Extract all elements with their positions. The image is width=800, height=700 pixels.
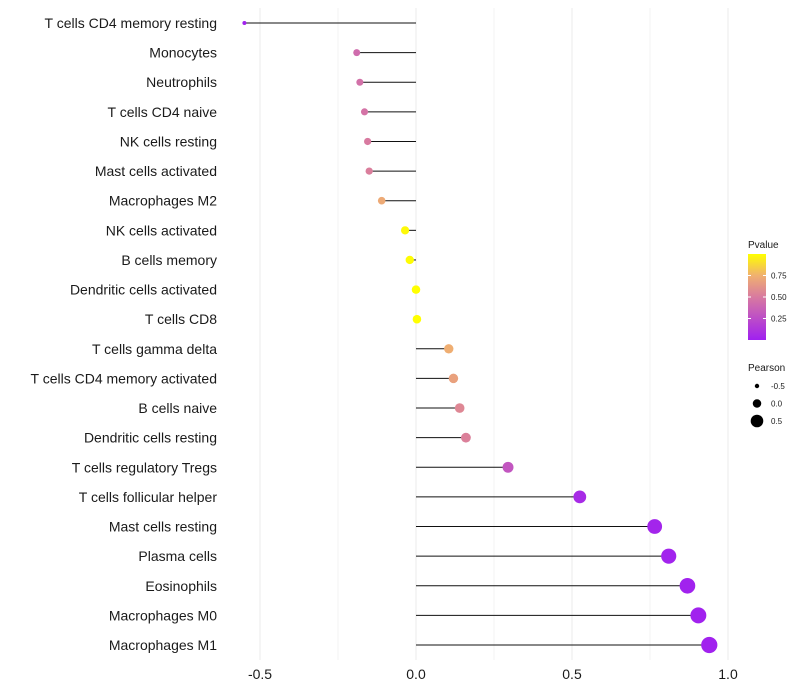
lollipop-dot [400,226,410,235]
lollipop-dot [444,344,454,354]
category-label: Macrophages M0 [109,607,217,623]
x-tick-label: 1.0 [718,666,738,682]
pearson-legend-dot [754,383,760,389]
pvalue-tick-label: 0.50 [771,293,787,302]
lollipop-dot [360,108,369,116]
category-label: NK cells activated [106,222,217,238]
pearson-legend-label: 0.5 [771,417,783,426]
category-label: Monocytes [149,45,217,61]
category-labels: T cells CD4 memory resting Monocytes Neutr… [31,15,218,653]
lollipop-dot [690,607,707,624]
category-label: NK cells resting [120,133,217,149]
pearson-legend-label: -0.5 [771,382,785,391]
category-label: Mast cells activated [95,163,217,179]
lollipop-dot [647,519,663,534]
lollipop-dot [448,373,459,384]
category-label: Plasma cells [138,548,217,564]
lollipop-dot [661,548,677,564]
lollipop-dot [411,285,421,294]
lollipop-dot [364,137,372,146]
x-tick-label: 0.5 [562,666,582,682]
pearson-legend-label: 0.0 [771,400,783,409]
lollipop-dot [701,636,718,654]
category-label: T cells CD4 memory activated [31,370,217,386]
category-label: T cells CD4 memory resting [45,15,217,31]
pvalue-tick-label: 0.75 [771,272,787,281]
category-label: Dendritic cells activated [70,282,217,298]
pearson-legend: Pearson -0.5 0.0 0.5 [748,363,785,428]
category-label: T cells gamma delta [92,341,217,357]
lollipop-dot [353,49,361,57]
lollipop-dot [502,461,514,473]
grid-lines [259,8,729,660]
category-label: B cells memory [121,252,217,268]
category-label: Macrophages M2 [109,193,217,209]
lollipop-dot [573,490,587,504]
lollipop-dot [461,432,471,443]
category-label: Mast cells resting [109,519,217,535]
category-label: T cells follicular helper [79,489,218,505]
pearson-legend-title: Pearson [748,363,785,374]
x-axis-ticks: -0.5 0.0 0.5 1.0 [248,666,738,682]
pearson-legend-dot [750,414,764,428]
pvalue-tick-label: 0.25 [771,315,787,324]
lollipop-stems [244,22,710,646]
category-label: T cells CD4 naive [108,104,218,120]
x-tick-label: 0.0 [406,666,426,682]
category-label: T cells CD8 [145,311,217,327]
lollipop-dot [242,21,247,25]
lollipop-dots [242,21,718,654]
category-label: Eosinophils [145,578,217,594]
lollipop-dot [679,577,696,594]
x-tick-label: -0.5 [248,666,272,682]
pvalue-colorbar [748,254,766,340]
pearson-legend-dot [752,399,762,408]
lollipop-dot [356,78,364,86]
category-label: Neutrophils [146,74,217,90]
category-label: Dendritic cells resting [84,430,217,446]
category-label: T cells regulatory Tregs [72,459,217,475]
pvalue-legend: Pvalue 0.75 0.50 0.25 [748,240,787,340]
lollipop-dot [405,255,414,265]
lollipop-dot [412,314,422,324]
lollipop-dot [377,196,386,205]
lollipop-dot [454,403,465,413]
pvalue-legend-title: Pvalue [748,240,779,251]
category-label: Macrophages M1 [109,637,217,653]
category-label: B cells naive [138,400,217,416]
lollipop-dot [365,167,373,175]
